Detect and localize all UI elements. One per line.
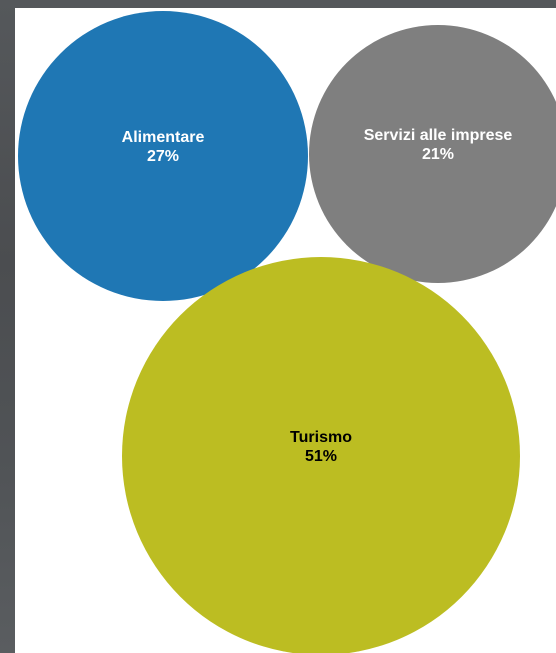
bubble-value: 27%: [147, 148, 179, 165]
bubble-label-turismo: Turismo 51%: [290, 429, 352, 465]
bubble-name: Servizi alle imprese: [364, 127, 513, 144]
bubble-name: Turismo: [290, 429, 352, 446]
bubble-alimentare: [18, 11, 308, 301]
bubbles-group: [18, 11, 556, 653]
bubble-value: 21%: [422, 146, 454, 163]
bubble-label-alimentare: Alimentare 27%: [122, 129, 205, 165]
bubble-value: 51%: [305, 448, 337, 465]
bubble-servizi-alle-imprese: [309, 25, 556, 283]
labels-group: Alimentare 27% Servizi alle imprese 21% Turi…: [122, 127, 513, 465]
bubble-name: Alimentare: [122, 129, 205, 146]
bubble-label-servizi-alle-imprese: Servizi alle imprese 21%: [364, 127, 513, 163]
bubble-turismo: [122, 257, 520, 653]
